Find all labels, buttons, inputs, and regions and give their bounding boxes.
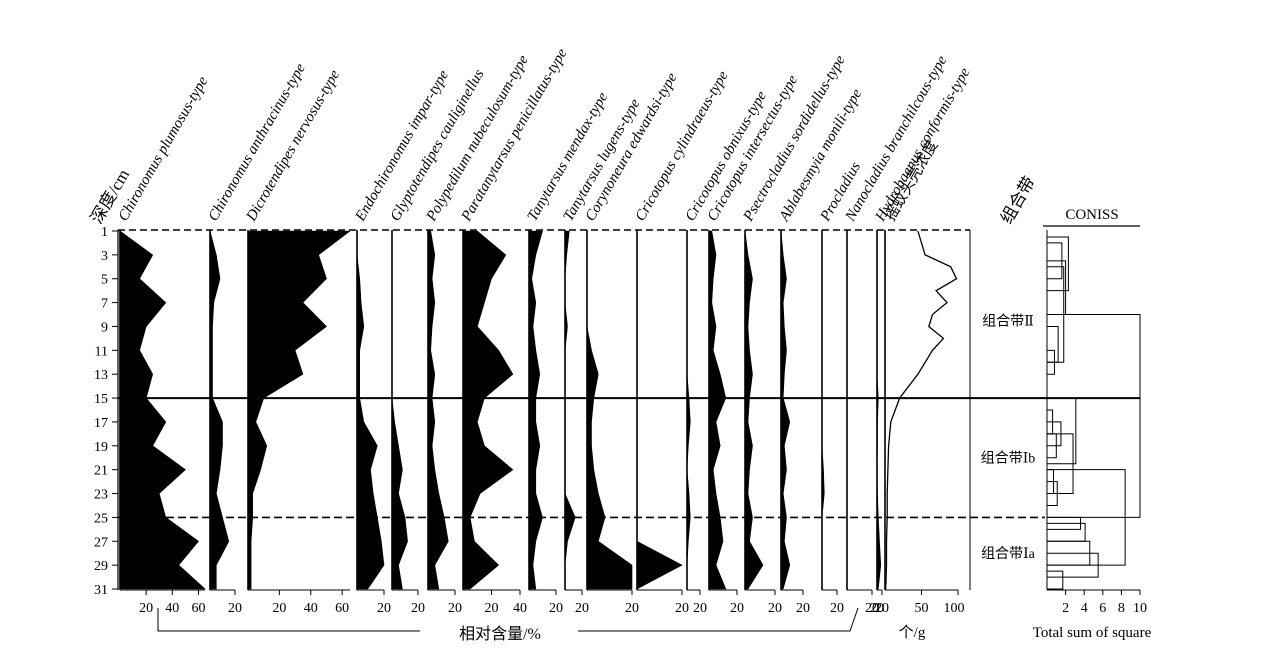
zone-label: 组合带Ⅰb xyxy=(981,451,1036,467)
taxon-abundance-area xyxy=(744,230,764,590)
taxon-x-tick-label: 20 xyxy=(411,601,425,616)
taxon-abundance-area xyxy=(119,230,206,590)
axis-labels: 相对含量/% xyxy=(157,607,859,643)
taxon-x-tick-label: 20 xyxy=(228,601,242,616)
concentration-tick-label: 50 xyxy=(915,601,929,616)
taxon-x-tick-label: 20 xyxy=(575,601,589,616)
taxon-x-tick-label: 20 xyxy=(693,601,707,616)
depth-tick-label: 31 xyxy=(94,583,108,598)
taxon-x-tick-label: 20 xyxy=(830,601,844,616)
zone-column-title: 组合带 xyxy=(997,173,1039,227)
concentration-unit-label: 个/g xyxy=(899,624,926,641)
coniss-x-tick-label: 2 xyxy=(1062,601,1069,616)
coniss-branch xyxy=(1047,236,1069,292)
taxon-abundance-area xyxy=(247,230,351,590)
taxon-abundance-area xyxy=(780,230,791,590)
depth-tick-label: 5 xyxy=(101,273,108,288)
depth-tick-label: 3 xyxy=(101,249,108,264)
concentration-tick-label: 20 xyxy=(870,601,884,616)
coniss-branch xyxy=(1047,522,1086,542)
coniss-x-tick-label: 8 xyxy=(1118,601,1125,616)
taxon-abundance-area xyxy=(708,230,727,590)
zone-label: 组合带Ⅱ xyxy=(982,314,1034,330)
taxon-x-tick-label: 20 xyxy=(448,601,462,616)
taxon-name: Chironomus plumosus-type xyxy=(116,74,212,224)
relative-abundance-label: 相对含量/% xyxy=(459,625,541,643)
taxon-x-tick-label: 20 xyxy=(139,601,153,616)
taxon-abundance-area xyxy=(636,231,683,590)
taxon-abundance-area xyxy=(821,231,825,589)
depth-tick-label: 23 xyxy=(94,488,108,503)
depth-tick-label: 7 xyxy=(101,297,108,312)
depth-tick-label: 1 xyxy=(101,225,108,240)
taxon-abundance-area xyxy=(586,231,633,590)
coniss-xlabel: Total sum of square xyxy=(1033,625,1152,641)
taxon-abundance-area xyxy=(876,231,882,590)
taxon-abundance-area xyxy=(564,230,576,589)
taxon-x-tick-label: 60 xyxy=(335,601,349,616)
coniss-branch xyxy=(1047,397,1077,465)
depth-tick-label: 11 xyxy=(95,344,108,359)
coniss-dendrogram: CONISS 2 4 6 8 10 Total sum of square xyxy=(1033,207,1152,641)
taxon-x-tick-label: 20 xyxy=(796,601,810,616)
concentration-tick-label: 100 xyxy=(944,601,965,616)
taxon-x-tick-label: 40 xyxy=(304,601,318,616)
taxon-x-tick-label: 20 xyxy=(485,601,499,616)
depth-tick-label: 9 xyxy=(101,320,108,335)
taxon-x-tick-label: 20 xyxy=(272,601,286,616)
coniss-branch xyxy=(1047,325,1059,363)
taxon-x-tick-label: 20 xyxy=(549,601,563,616)
depth-tick-label: 25 xyxy=(94,511,108,526)
depth-tick-label: 13 xyxy=(94,368,108,383)
coniss-branch xyxy=(1047,314,1141,518)
taxon-x-tick-label: 20 xyxy=(730,601,744,616)
taxon-abundance-area xyxy=(686,231,691,589)
taxon-x-tick-label: 20 xyxy=(625,601,639,616)
taxon-x-tick-label: 20 xyxy=(768,601,782,616)
taxon-x-tick-label: 40 xyxy=(165,601,179,616)
zone-label: 组合带Ⅰa xyxy=(981,546,1036,562)
taxon-x-tick-label: 60 xyxy=(191,601,205,616)
coniss-branch xyxy=(1047,570,1064,590)
taxon-x-tick-label: 20 xyxy=(377,601,391,616)
taxon-x-tick-label: 20 xyxy=(675,601,689,616)
taxon-x-tick-label: 20 xyxy=(865,601,879,616)
depth-tick-label: 19 xyxy=(94,440,108,455)
taxon-abundance-area xyxy=(391,231,408,590)
concentration-line xyxy=(885,230,958,590)
taxon-panel: 20 40 60 Chironomus plumosus-type xyxy=(116,74,212,616)
taxon-abundance-area xyxy=(427,230,449,590)
label-bracket-left xyxy=(157,608,420,632)
taxon-x-tick-label: 20 xyxy=(875,601,889,616)
coniss-x-tick-label: 6 xyxy=(1099,601,1106,616)
taxon-abundance-area xyxy=(209,230,230,590)
depth-tick-label: 29 xyxy=(94,559,108,574)
coniss-x-tick-label: 4 xyxy=(1081,601,1088,616)
depth-tick-label: 17 xyxy=(94,416,108,431)
coniss-branch xyxy=(1047,260,1067,316)
taxon-x-tick-label: 40 xyxy=(513,601,527,616)
taxon-abundance-area xyxy=(462,230,514,590)
depth-tick-label: 21 xyxy=(94,464,108,479)
depth-tick-label: 15 xyxy=(94,392,108,407)
coniss-x-tick-label: 10 xyxy=(1133,601,1147,616)
depth-tick-label: 27 xyxy=(94,535,108,550)
label-bracket-right xyxy=(578,607,859,632)
taxon-abundance-area xyxy=(356,231,385,590)
coniss-title: CONISS xyxy=(1065,207,1118,223)
taxon-abundance-area xyxy=(528,230,543,590)
